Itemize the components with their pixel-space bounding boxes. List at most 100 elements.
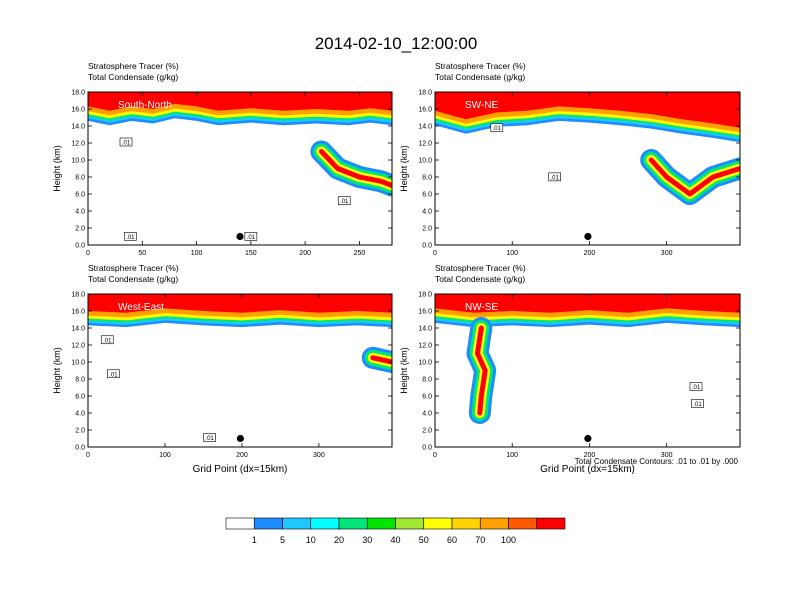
panel-title-tracer: Stratosphere Tracer (%) — [435, 61, 526, 71]
colorbar-swatch — [451, 517, 481, 530]
location-marker — [236, 434, 244, 443]
y-axis-label: Height (km) — [52, 347, 62, 394]
y-tick-label: 8.0 — [422, 377, 432, 384]
colorbar-label: 40 — [390, 535, 400, 545]
intrusion-core — [318, 149, 392, 188]
y-tick-label: 16.0 — [418, 107, 432, 114]
y-tick-label: 6.0 — [422, 394, 432, 401]
colorbar-swatch — [253, 517, 283, 530]
heatmap-field — [88, 92, 392, 197]
x-axis-label: Grid Point (dx=15km) — [193, 464, 288, 475]
x-tick-label: 50 — [138, 250, 146, 257]
panel-title-tracer: Stratosphere Tracer (%) — [88, 61, 179, 71]
x-tick-label: 300 — [661, 452, 673, 459]
y-tick-label: 10.0 — [71, 158, 85, 165]
contour-label-box — [691, 399, 704, 408]
y-tick-label: 10.0 — [418, 158, 432, 165]
y-tick-label: 18.0 — [418, 292, 432, 299]
y-tick-label: 18.0 — [418, 90, 432, 97]
contour-label: .01 — [692, 385, 701, 391]
intrusion-core — [475, 325, 488, 416]
y-tick-label: 0.0 — [422, 445, 432, 452]
colorbar-swatch — [366, 517, 396, 530]
panel-title-tracer: Stratosphere Tracer (%) — [88, 263, 179, 273]
colorbar-swatch — [536, 517, 566, 530]
y-tick-label: 12.0 — [418, 343, 432, 350]
y-tick-label: 8.0 — [422, 175, 432, 182]
contour-label: .01 — [103, 338, 112, 344]
plot-frame — [434, 91, 741, 246]
x-axis-label: Grid Point (dx=15km) — [540, 464, 635, 475]
heatmap-field — [435, 92, 740, 205]
cross-section-label: NW-SE — [465, 302, 498, 313]
y-tick-label: 12.0 — [418, 141, 432, 148]
colorbar-swatch — [423, 517, 453, 530]
colorbar-swatch — [338, 517, 368, 530]
y-tick-label: 18.0 — [71, 90, 85, 97]
colorbar-label: 10 — [306, 535, 316, 545]
x-tick-label: 300 — [661, 250, 673, 257]
colorbar-label: 20 — [334, 535, 344, 545]
panel-1: 0.0 2.0 4.0 6.0 8.0 10.0 12.0 14.0 16.0 18.0 0 50 10… — [52, 61, 393, 257]
cross-section-label: West-East — [118, 302, 164, 313]
plot-frame — [87, 293, 393, 448]
panel-3: 0.0 2.0 4.0 6.0 8.0 10.0 12.0 14.0 16.0 18.0 0 100 2… — [52, 263, 393, 475]
x-tick-label: 150 — [245, 250, 257, 257]
contour-label: .01 — [493, 126, 502, 132]
colorbar-label: 100 — [501, 535, 516, 545]
y-tick-label: 16.0 — [71, 309, 85, 316]
y-tick-label: 0.0 — [75, 445, 85, 452]
panel-title-condensate: Total Condensate (g/kg) — [88, 72, 178, 82]
x-tick-label: 100 — [506, 250, 518, 257]
x-tick-label: 250 — [354, 250, 366, 257]
x-tick-label: 200 — [236, 452, 248, 459]
colorbar-swatch — [479, 517, 509, 530]
contour-label-box — [100, 335, 114, 345]
y-tick-label: 16.0 — [71, 107, 85, 114]
contour-label-box — [203, 433, 216, 442]
figure-title: 2014-02-10_12:00:00 — [315, 34, 478, 53]
heatmap-field — [435, 294, 740, 424]
footnote: Total Condensate Contours: .01 to .01 by… — [575, 457, 739, 466]
heatmap-field — [88, 294, 392, 373]
panel-title-condensate: Total Condensate (g/kg) — [435, 72, 525, 82]
y-tick-label: 0.0 — [422, 243, 432, 250]
y-axis-label: Height (km) — [399, 145, 409, 192]
x-tick-label: 0 — [86, 250, 90, 257]
y-tick-label: 0.0 — [75, 243, 85, 250]
colorbar-swatch — [310, 517, 340, 530]
colorbar: 1 5 10 20 30 40 50 60 70 100 — [225, 517, 566, 545]
y-tick-label: 4.0 — [422, 411, 432, 418]
colorbar-swatch — [282, 517, 312, 530]
contour-label-box — [119, 137, 133, 147]
tracer-band-100 — [435, 294, 740, 313]
y-tick-label: 4.0 — [422, 209, 432, 216]
y-tick-label: 4.0 — [75, 209, 85, 216]
tracer-band-100 — [88, 294, 392, 313]
colorbar-label: 70 — [475, 535, 485, 545]
x-tick-label: 0 — [86, 452, 90, 459]
contour-label-box — [548, 172, 561, 182]
y-tick-label: 12.0 — [71, 343, 85, 350]
y-tick-label: 10.0 — [71, 360, 85, 367]
y-tick-label: 10.0 — [418, 360, 432, 367]
panel-title-condensate: Total Condensate (g/kg) — [435, 274, 525, 284]
tracer-band-100 — [88, 92, 392, 111]
contour-label-box — [337, 196, 351, 205]
x-tick-label: 200 — [584, 452, 596, 459]
panel-title-tracer: Stratosphere Tracer (%) — [435, 263, 526, 273]
x-tick-label: 200 — [584, 250, 596, 257]
y-axis-label: Height (km) — [399, 347, 409, 394]
tracer-band-100 — [435, 92, 740, 128]
panels: 0.0 2.0 4.0 6.0 8.0 10.0 12.0 14.0 16.0 18.0 0 50 10… — [52, 61, 741, 475]
y-axis-label: Height (km) — [52, 145, 62, 192]
panel-title-condensate: Total Condensate (g/kg) — [88, 274, 178, 284]
y-tick-label: 14.0 — [71, 124, 85, 131]
contour-label-box — [244, 232, 258, 241]
y-tick-label: 8.0 — [75, 175, 85, 182]
colorbar-label: 60 — [447, 535, 457, 545]
location-marker — [236, 232, 244, 241]
panel-2: 0.0 2.0 4.0 6.0 8.0 10.0 12.0 14.0 16.0 18.0 0 100 2… — [399, 61, 741, 257]
x-tick-label: 100 — [159, 452, 171, 459]
contour-label: .01 — [126, 235, 135, 241]
